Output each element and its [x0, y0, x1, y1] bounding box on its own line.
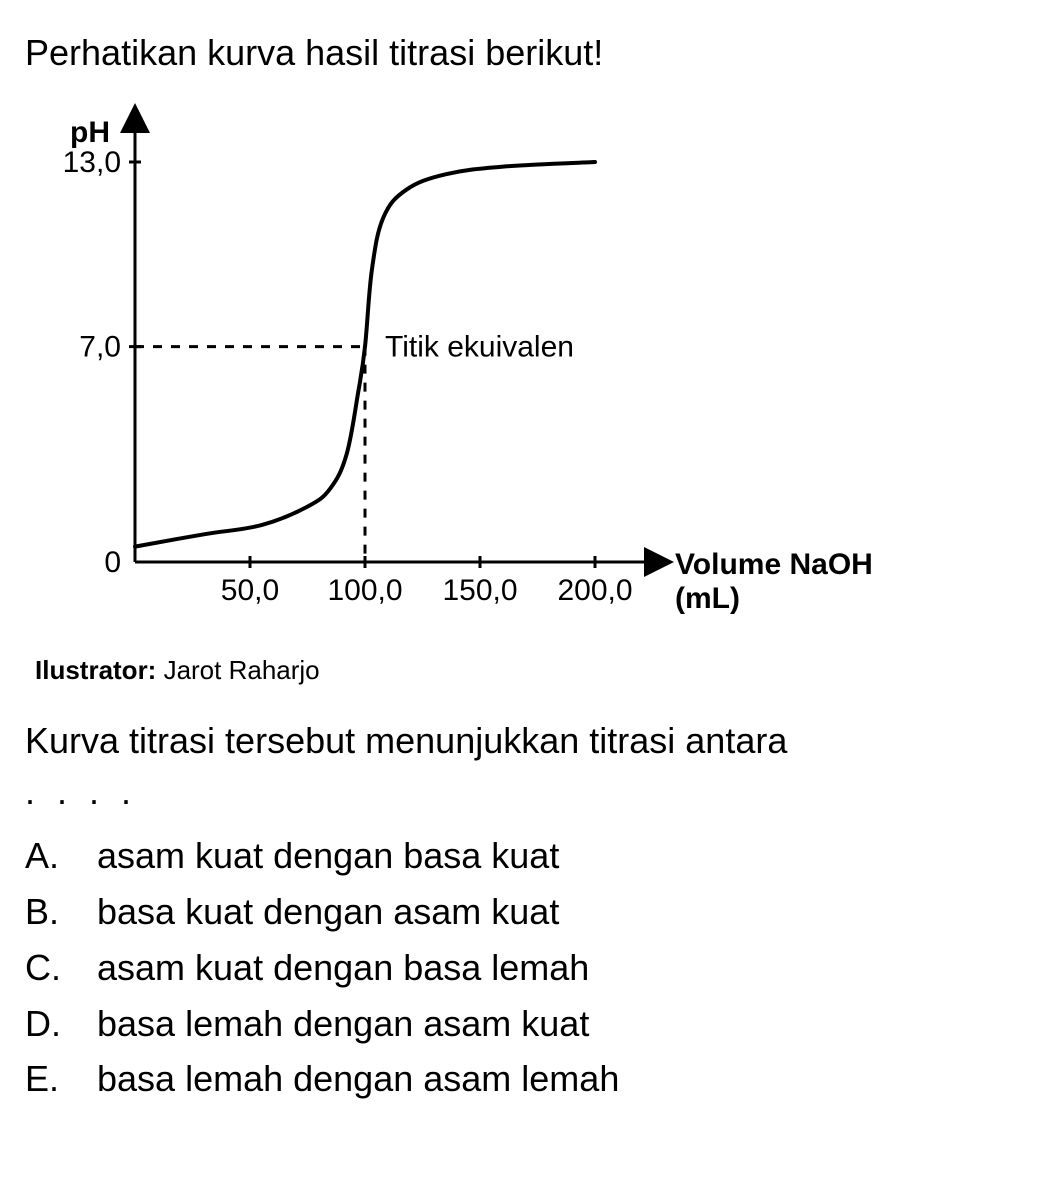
option-C: C.asam kuat dengan basa lemah: [25, 940, 1038, 996]
question-title: Perhatikan kurva hasil titrasi berikut!: [25, 30, 1038, 77]
svg-text:Volume NaOH: Volume NaOH: [675, 548, 873, 581]
option-text: asam kuat dengan basa lemah: [97, 940, 589, 996]
option-text: basa kuat dengan asam kuat: [97, 884, 559, 940]
question-ellipsis: . . . .: [25, 771, 1038, 813]
option-letter: E.: [25, 1051, 97, 1107]
illustrator-credit: Ilustrator: Jarot Raharjo: [35, 655, 1038, 686]
option-letter: B.: [25, 884, 97, 940]
illustrator-name: Jarot Raharjo: [156, 655, 319, 685]
option-D: D.basa lemah dengan asam kuat: [25, 996, 1038, 1052]
svg-text:150,0: 150,0: [442, 574, 517, 607]
svg-text:100,0: 100,0: [327, 574, 402, 607]
titration-chart: pH 0 7,0 13,0 50,0 100,0 150,0 200,0 Volume NaOH…: [35, 102, 1038, 647]
illustrator-label: Ilustrator:: [35, 655, 156, 685]
option-text: basa lemah dengan asam lemah: [97, 1051, 619, 1107]
svg-text:Titik ekuivalen: Titik ekuivalen: [385, 330, 574, 363]
option-letter: A.: [25, 828, 97, 884]
option-B: B.basa kuat dengan asam kuat: [25, 884, 1038, 940]
svg-text:0: 0: [104, 546, 121, 579]
svg-text:13,0: 13,0: [63, 146, 121, 179]
answer-options: A.asam kuat dengan basa kuatB.basa kuat …: [25, 828, 1038, 1107]
svg-text:7,0: 7,0: [79, 330, 121, 363]
option-text: asam kuat dengan basa kuat: [97, 828, 559, 884]
option-A: A.asam kuat dengan basa kuat: [25, 828, 1038, 884]
svg-text:(mL): (mL): [675, 582, 740, 615]
option-text: basa lemah dengan asam kuat: [97, 996, 589, 1052]
question-stem: Kurva titrasi tersebut menunjukkan titra…: [25, 716, 1038, 766]
svg-text:50,0: 50,0: [221, 574, 279, 607]
option-letter: D.: [25, 996, 97, 1052]
option-E: E.basa lemah dengan asam lemah: [25, 1051, 1038, 1107]
svg-text:200,0: 200,0: [557, 574, 632, 607]
option-letter: C.: [25, 940, 97, 996]
svg-text:pH: pH: [70, 116, 110, 149]
